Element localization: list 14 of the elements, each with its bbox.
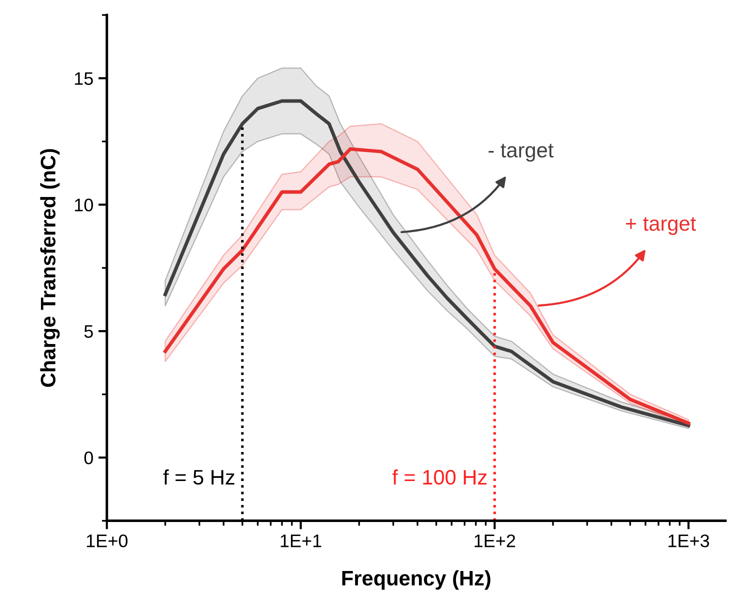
ref-line-label: f = 5 Hz [163,469,234,485]
y-tick-label: 15 [74,72,93,85]
annotation: + target [626,217,696,235]
y-axis-title: Charge Transferred (nC) [40,149,60,387]
x-axis-title: Frequency (Hz) [342,570,490,590]
ref-line-label: f = 100 Hz [392,469,487,485]
x-tick-label: 1E+2 [474,534,516,548]
x-tick-label: 1E+0 [86,534,128,548]
y-tick-label: 5 [84,325,93,338]
y-tick-label: 10 [74,198,93,212]
y-tick-label: 0 [84,452,93,464]
annotation: - target [488,144,554,162]
x-tick-label: 1E+1 [280,534,322,548]
x-tick-label: 1E+3 [668,534,710,548]
